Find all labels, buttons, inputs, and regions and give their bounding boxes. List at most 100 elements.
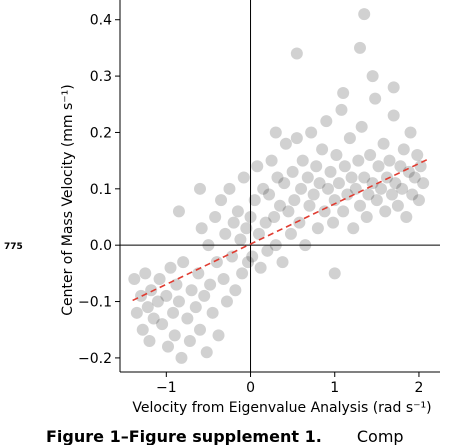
data-point: [322, 182, 334, 195]
data-point: [394, 160, 407, 173]
data-point: [236, 267, 249, 280]
data-point: [379, 205, 392, 218]
data-point: [383, 154, 396, 167]
data-point: [246, 250, 259, 263]
data-point: [189, 301, 202, 314]
data-point: [160, 289, 173, 302]
data-point: [414, 160, 427, 173]
data-point: [366, 177, 379, 190]
x-tick-label: 0: [246, 380, 255, 396]
data-point: [352, 154, 365, 167]
data-point: [268, 211, 281, 223]
data-point: [307, 188, 320, 201]
data-point: [345, 171, 358, 184]
data-point: [136, 323, 149, 336]
data-point: [324, 165, 337, 178]
data-point: [265, 154, 278, 167]
data-point: [181, 312, 194, 325]
data-point: [220, 295, 233, 308]
data-point: [293, 216, 306, 229]
data-point: [151, 295, 164, 308]
data-point: [276, 256, 289, 269]
y-axis-title: Center of Mass Velocity (mm s⁻¹): [60, 84, 76, 316]
data-point: [209, 211, 222, 223]
x-tick-label: 1: [330, 380, 339, 396]
data-point: [310, 160, 323, 173]
data-point: [229, 284, 242, 297]
data-point: [153, 273, 166, 285]
data-point: [366, 70, 379, 83]
data-point: [295, 182, 308, 195]
data-point: [355, 120, 368, 133]
y-tick-label: −0.1: [78, 295, 112, 311]
data-point: [212, 329, 225, 342]
y-tick-label: 0.3: [90, 69, 112, 85]
data-point: [391, 199, 404, 212]
data-point: [386, 188, 398, 201]
data-point: [360, 211, 373, 223]
data-point: [237, 171, 250, 184]
x-axis-label: Velocity from Eigenvalue Analysis (rad s…: [132, 400, 431, 416]
data-point: [330, 149, 343, 161]
data-point: [279, 137, 292, 150]
y-tick-label: −0.2: [78, 351, 112, 367]
plot-area: −0.2 −0.1 0.0 0.1 0.2 0.3 0.4 −1 0 1 2: [78, 0, 440, 396]
data-point: [192, 267, 205, 280]
x-tick-label: −1: [156, 380, 177, 396]
data-point: [261, 244, 274, 257]
data-point: [257, 182, 270, 195]
data-point: [387, 81, 400, 94]
data-point: [147, 312, 160, 325]
data-point: [341, 188, 354, 201]
data-point: [288, 194, 301, 207]
data-point: [372, 160, 385, 173]
data-point: [234, 233, 247, 246]
data-point: [135, 289, 148, 302]
data-point: [301, 171, 314, 184]
data-point: [397, 143, 410, 156]
caption-bold-text: Figure 1–Figure supplement 1.: [46, 427, 322, 445]
data-point: [128, 273, 141, 285]
data-point: [278, 177, 291, 190]
caption-text: Comp: [357, 427, 404, 445]
data-point: [226, 250, 238, 263]
data-point: [167, 306, 180, 319]
data-point: [364, 149, 377, 161]
data-point: [290, 47, 303, 60]
fit-line: [132, 158, 428, 302]
data-point: [370, 194, 383, 207]
data-point: [412, 194, 425, 207]
data-point: [200, 346, 213, 359]
data-point: [130, 306, 143, 319]
data-point: [332, 177, 345, 190]
y-tick-label: 0.1: [90, 182, 112, 198]
data-point: [358, 8, 371, 21]
data-point: [284, 227, 297, 240]
data-point: [177, 256, 190, 269]
data-point: [194, 182, 206, 195]
data-point: [338, 160, 351, 173]
data-point: [316, 143, 329, 156]
data-point: [328, 194, 341, 207]
data-point: [240, 222, 253, 235]
figure-caption: Figure 1–Figure supplement 1. Comp: [46, 427, 404, 445]
data-point: [143, 335, 156, 347]
data-point: [282, 205, 295, 218]
data-point: [227, 216, 240, 229]
data-point: [313, 177, 326, 190]
data-point: [349, 182, 362, 195]
data-point: [172, 295, 185, 308]
y-tick-label: 0.4: [90, 13, 112, 29]
data-point: [328, 267, 341, 280]
data-point: [377, 137, 390, 150]
data-point: [259, 216, 272, 229]
data-point: [139, 267, 152, 280]
data-point: [263, 188, 276, 201]
data-point: [164, 261, 177, 274]
data-point: [396, 182, 409, 195]
data-point: [406, 188, 419, 201]
data-point: [145, 284, 158, 297]
data-point: [175, 351, 188, 364]
data-point: [223, 182, 236, 195]
